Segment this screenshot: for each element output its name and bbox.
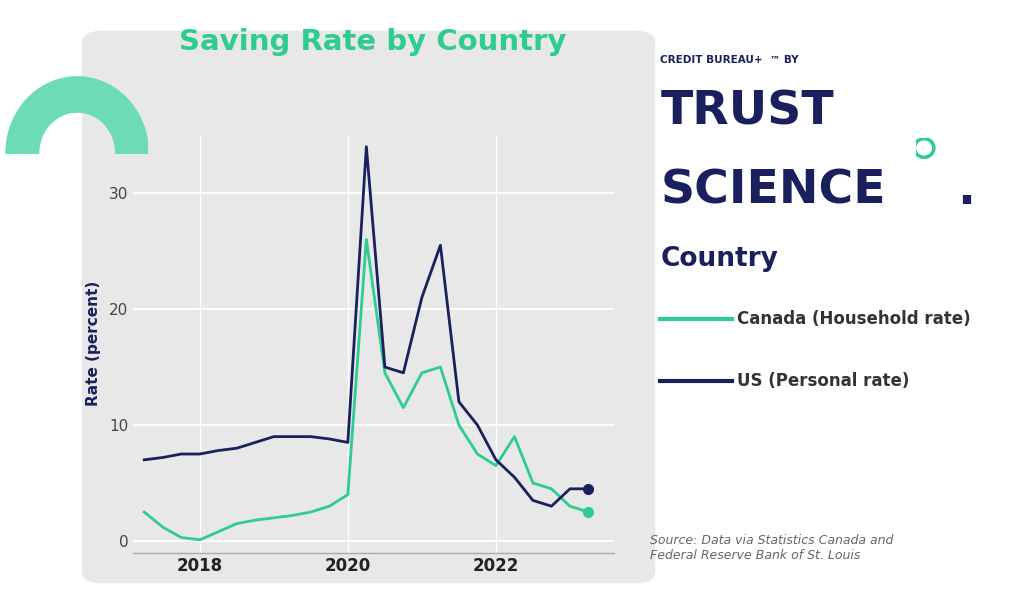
Polygon shape xyxy=(6,77,148,154)
Text: Canada (Household rate): Canada (Household rate) xyxy=(737,310,971,328)
Text: Source: Data via Statistics Canada and
Federal Reserve Bank of St. Louis: Source: Data via Statistics Canada and F… xyxy=(650,534,894,562)
Text: CREDIT BUREAU+  ™ BY: CREDIT BUREAU+ ™ BY xyxy=(660,55,799,65)
Text: Country: Country xyxy=(660,246,778,271)
Text: .: . xyxy=(957,169,976,214)
Text: US (Personal rate): US (Personal rate) xyxy=(737,371,909,390)
Y-axis label: Rate (percent): Rate (percent) xyxy=(86,281,100,406)
Text: SCIENCE: SCIENCE xyxy=(660,169,886,214)
Text: Saving Rate by Country: Saving Rate by Country xyxy=(179,28,566,56)
Text: TRUST: TRUST xyxy=(660,89,835,134)
